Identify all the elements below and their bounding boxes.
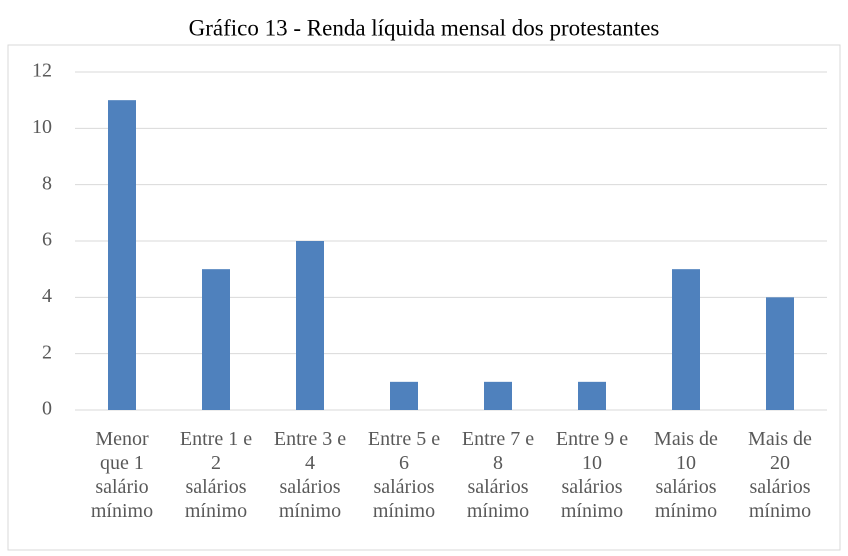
- chart-border: [7, 44, 841, 551]
- bar: [202, 269, 230, 410]
- bar: [390, 381, 418, 410]
- x-tick-label: Entre 9 e 10 salários mínimo: [555, 428, 629, 522]
- y-tick-label: 6: [42, 229, 52, 251]
- y-tick-label: 10: [32, 116, 52, 138]
- x-tick-label: Mais de 20 salários mínimo: [748, 428, 812, 522]
- y-tick-label: 8: [42, 172, 52, 194]
- bar: [108, 100, 136, 411]
- bar: [766, 297, 794, 410]
- x-tick-label: Entre 7 e 8 salários mínimo: [461, 428, 535, 522]
- x-tick-label: Menor que 1 salário mínimo: [90, 428, 154, 522]
- y-tick-label: 0: [42, 398, 52, 420]
- bar: [296, 241, 324, 410]
- bar: [578, 381, 606, 410]
- x-tick-label: Mais de 10 salários mínimo: [654, 428, 718, 522]
- bar: [484, 381, 512, 410]
- bar: [672, 269, 700, 410]
- y-tick-label: 12: [32, 60, 52, 82]
- y-tick-label: 2: [42, 341, 52, 363]
- chart-title: Gráfico 13 - Renda líquida mensal dos pr…: [189, 15, 660, 40]
- x-tick-label: Entre 1 e 2 salários mínimo: [179, 428, 253, 522]
- x-tick-label: Entre 5 e 6 salários mínimo: [367, 428, 441, 522]
- y-tick-label: 4: [42, 285, 52, 307]
- x-tick-label: Entre 3 e 4 salários mínimo: [273, 428, 347, 522]
